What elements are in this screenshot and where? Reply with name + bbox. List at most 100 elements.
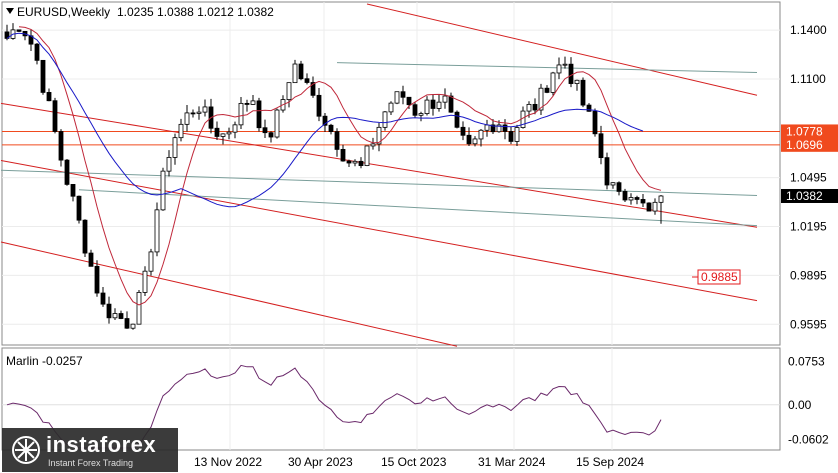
candle-body	[364, 145, 370, 166]
candle-body	[184, 112, 190, 125]
candle-body	[412, 104, 418, 116]
support-line-lower	[78, 189, 758, 227]
price-tick-label: 0.9895	[790, 268, 827, 282]
candle-body	[160, 170, 166, 211]
candle-body	[202, 106, 208, 113]
candle-body	[634, 197, 640, 200]
candle-body	[478, 129, 484, 140]
candle-body	[460, 126, 466, 136]
candle-body	[82, 219, 88, 254]
candle-body	[580, 79, 586, 106]
candle-body	[556, 64, 562, 74]
axis-labels: 1.1400 1.1100 1.0495 1.0195 0.9895 0.9595 0.07…	[194, 23, 829, 469]
candle-body	[592, 110, 598, 135]
candle-body	[508, 131, 514, 142]
time-tick-label: 13 Nov 2022	[194, 455, 262, 469]
candle-body	[628, 197, 634, 201]
moving-averages	[6, 26, 662, 306]
candle-body	[370, 143, 376, 147]
candlestick-series	[4, 23, 664, 330]
price-highlight-label: 1.0696	[786, 138, 823, 152]
candle-body	[88, 252, 94, 267]
candle-body	[562, 63, 568, 66]
watermark-brand: instaforex	[46, 432, 157, 457]
candle-body	[532, 103, 538, 111]
candle-body	[112, 313, 118, 319]
candle-body	[130, 323, 136, 329]
candle-body	[484, 124, 490, 131]
candle-body	[16, 29, 22, 32]
candle-body	[304, 78, 310, 83]
candle-body	[652, 201, 658, 212]
candle-body	[262, 127, 268, 134]
candle-body	[52, 100, 58, 132]
candle-body	[196, 111, 202, 114]
long-moving-average	[6, 32, 644, 208]
candle-body	[388, 102, 394, 113]
candle-body	[526, 103, 532, 112]
candle-body	[658, 195, 664, 203]
candle-body	[286, 82, 292, 100]
candle-body	[220, 133, 226, 137]
candle-body	[106, 303, 112, 319]
candle-body	[574, 79, 580, 84]
price-tick-label: 1.0495	[790, 171, 827, 185]
candle-body	[58, 131, 64, 161]
candle-body	[328, 124, 334, 133]
candle-body	[466, 134, 472, 145]
candle-body	[178, 123, 184, 139]
candle-body	[70, 184, 76, 197]
candle-body	[616, 182, 622, 192]
candle-body	[352, 160, 358, 164]
candle-body	[76, 195, 82, 221]
candle-body	[346, 160, 352, 164]
main-panel	[1, 1, 781, 346]
candle-body	[100, 292, 106, 305]
trend-channel-lines	[0, 3, 758, 347]
price-tick-label: 1.1400	[790, 23, 827, 37]
candle-body	[232, 124, 238, 133]
candle-body	[358, 160, 364, 166]
candle-body	[340, 149, 346, 162]
price-highlight-label: 1.0778	[786, 124, 823, 138]
candle-body	[148, 251, 154, 272]
candle-body	[292, 63, 298, 84]
time-tick-label: 31 Mar 2024	[478, 455, 546, 469]
candle-body	[244, 102, 250, 105]
level-marker-label: 0.9885	[701, 270, 738, 284]
instaforex-logo-icon	[12, 436, 40, 464]
candle-body	[142, 270, 148, 293]
chart-symbol-title: EURUSD,Weekly	[17, 5, 110, 19]
candle-body	[310, 82, 316, 96]
candle-body	[514, 127, 520, 142]
candle-body	[472, 138, 478, 145]
indicator-tick-label: 0.00	[788, 398, 812, 412]
price-highlight-label: 1.0382	[786, 189, 823, 203]
candle-body	[316, 94, 322, 117]
candle-body	[430, 99, 436, 109]
candle-body	[4, 31, 10, 39]
candle-body	[154, 209, 160, 253]
candle-body	[166, 157, 172, 172]
indicator-label: Marlin -0.0257	[6, 354, 83, 368]
candle-body	[490, 124, 496, 133]
price-tick-label: 0.9595	[790, 317, 827, 331]
candle-body	[604, 157, 610, 186]
candle-body	[40, 59, 46, 93]
time-tick-label: 15 Oct 2023	[381, 455, 447, 469]
channel-bottom-line	[0, 241, 458, 347]
level-marker-box	[697, 269, 741, 285]
price-tick-label: 1.0195	[790, 219, 827, 233]
price-highlight-box	[781, 124, 838, 139]
price-tick-label: 1.1100	[790, 72, 826, 86]
candle-body	[394, 91, 400, 104]
candle-body	[646, 202, 652, 212]
candle-body	[442, 95, 448, 103]
indicator-tick-label: 0.0753	[788, 354, 825, 368]
candle-body	[226, 131, 232, 135]
resistance-line	[336, 62, 758, 73]
dropdown-triangle-icon[interactable]	[6, 8, 14, 14]
support-line-upper	[0, 169, 758, 197]
candle-body	[136, 292, 142, 325]
